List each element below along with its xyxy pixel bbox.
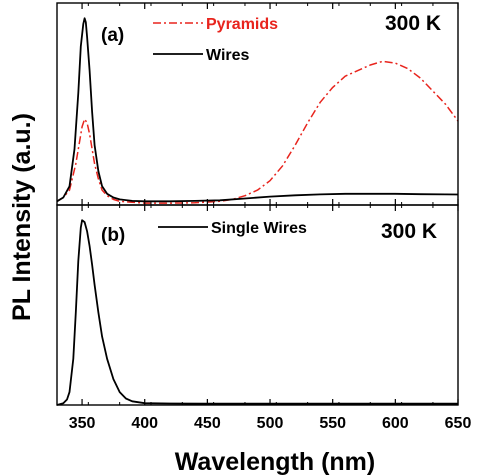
x-tick-label: 350 [69,415,96,432]
y-axis-label: PL Intensity (a.u.) [8,113,36,321]
x-tick-label: 600 [382,415,409,432]
legend-label-single-wires: Single Wires [211,220,307,237]
legend-label-wires: Wires [206,47,250,64]
x-tick-label: 500 [257,415,284,432]
panel-a-label: (a) [101,25,124,46]
legend-label-pyramids: Pyramids [206,16,278,33]
x-tick-label: 400 [131,415,158,432]
panel-b-temperature: 300 K [381,220,437,243]
panel-a-temperature: 300 K [385,12,441,35]
x-tick-label: 550 [319,415,346,432]
series-line-wires [56,17,459,203]
x-tick-label: 650 [445,415,472,432]
series-line-single-wires [56,219,458,406]
legend-panel-b: Single Wires [158,220,307,237]
series-line-pyramids [56,60,459,204]
panel-frame-b [56,204,459,406]
legend-panel-a: Pyramids Wires [153,16,278,64]
x-axis-label: Wavelength (nm) [175,448,375,476]
x-tick-label: 450 [194,415,221,432]
panel-b-label: (b) [101,225,125,246]
plot-layer: 350 400 450 500 550 600 650 [56,2,472,432]
